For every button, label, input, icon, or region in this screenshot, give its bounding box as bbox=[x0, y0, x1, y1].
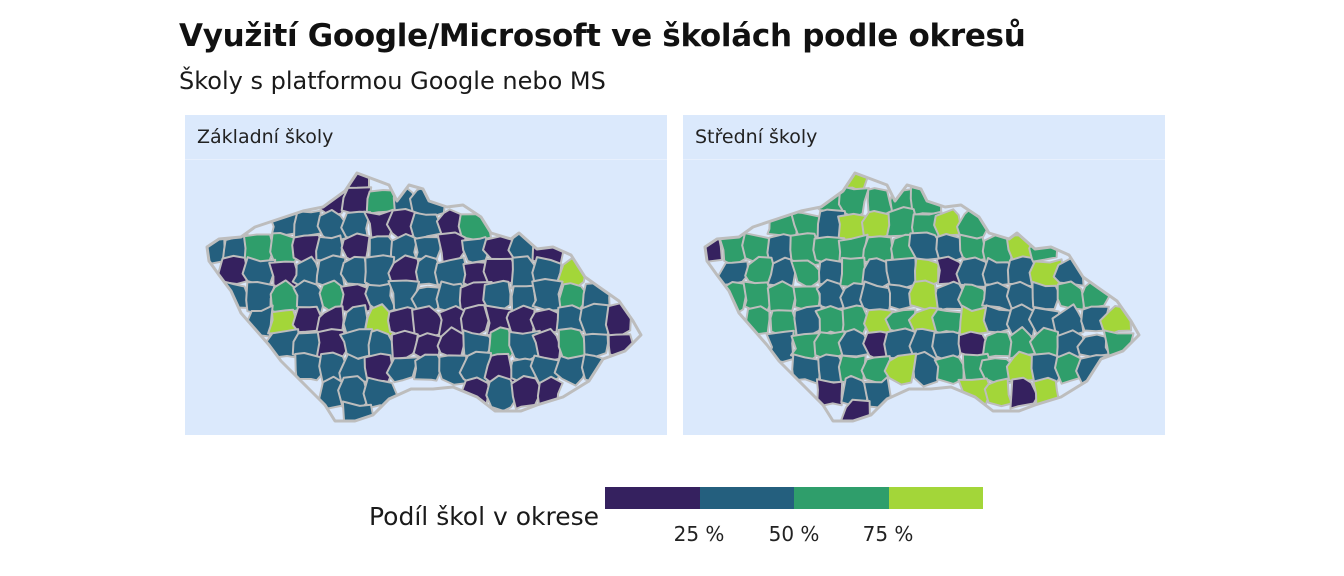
chart-title: Využití Google/Microsoft ve školách podl… bbox=[179, 18, 1026, 54]
district-shape bbox=[294, 352, 326, 382]
panel-zakladni-skoly: Základní školy bbox=[185, 115, 667, 435]
district-shape bbox=[604, 302, 634, 339]
district-shape bbox=[531, 278, 564, 312]
panel-stredni-skoly: Střední školy bbox=[683, 115, 1165, 435]
district-shape bbox=[410, 285, 445, 315]
legend-color-bar bbox=[605, 487, 983, 509]
district-shape bbox=[553, 353, 589, 387]
district-shape bbox=[582, 332, 609, 362]
legend-tick-25: 25 % bbox=[673, 522, 725, 546]
legend-bin-3 bbox=[794, 487, 889, 509]
district-shape bbox=[931, 330, 963, 363]
country-border bbox=[205, 171, 643, 423]
district-shape bbox=[459, 304, 490, 339]
legend-bin-4 bbox=[888, 487, 983, 509]
choropleth-map-zakladni bbox=[205, 171, 643, 423]
district-shape bbox=[815, 378, 844, 408]
chart-subtitle: Školy s platformou Google nebo MS bbox=[179, 67, 606, 95]
district-shape bbox=[485, 374, 519, 412]
panel-label-stredni: Střední školy bbox=[695, 126, 818, 148]
district-shape bbox=[790, 259, 825, 290]
district-shape bbox=[765, 329, 795, 363]
district-shape bbox=[883, 352, 918, 386]
district-cells bbox=[705, 173, 1135, 421]
legend-bin-1 bbox=[605, 487, 700, 509]
district-shape bbox=[931, 308, 963, 335]
district-shape bbox=[908, 279, 940, 312]
panel-strip: Základní školy bbox=[185, 115, 667, 160]
panel-strip: Střední školy bbox=[683, 115, 1165, 160]
choropleth-map-stredni bbox=[703, 171, 1141, 423]
district-shape bbox=[385, 356, 420, 384]
district-shape bbox=[482, 279, 512, 315]
district-shape bbox=[1005, 303, 1037, 339]
district-shape bbox=[529, 354, 565, 385]
district-shape bbox=[339, 255, 368, 287]
legend-tick-50: 50 % bbox=[768, 522, 820, 546]
district-shape bbox=[1031, 280, 1061, 311]
legend-tick-75: 75 % bbox=[862, 522, 914, 546]
district-shape bbox=[766, 256, 797, 288]
district-shape bbox=[413, 353, 445, 382]
district-shape bbox=[745, 305, 771, 336]
legend-bin-2 bbox=[699, 487, 794, 509]
country-border bbox=[703, 171, 1141, 423]
district-shape bbox=[362, 376, 399, 410]
district-shape bbox=[1009, 376, 1039, 410]
district-shape bbox=[837, 185, 870, 220]
district-shape bbox=[341, 400, 375, 421]
district-shape bbox=[1051, 303, 1085, 337]
legend-title: Podíl škol v okrese bbox=[369, 502, 600, 531]
panel-label-zakladni: Základní školy bbox=[197, 126, 334, 148]
district-shape bbox=[839, 398, 871, 421]
